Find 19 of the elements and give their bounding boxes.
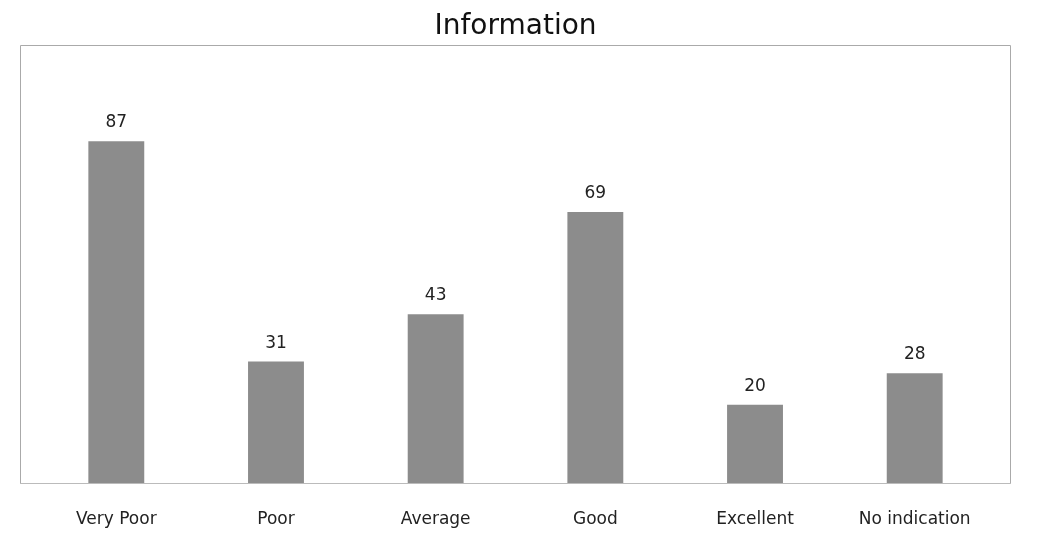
x-tick-label: Good [572, 507, 618, 528]
x-tick-label: Poor [257, 507, 295, 528]
data-label: 31 [265, 331, 287, 352]
x-tick-label: Excellent [716, 507, 795, 528]
bar [88, 141, 145, 484]
x-tick-label: Very Poor [75, 507, 157, 528]
data-label: 28 [903, 343, 926, 364]
bar [407, 314, 464, 484]
bar [248, 361, 304, 484]
chart-title: Information [434, 7, 597, 41]
data-label: 69 [584, 182, 607, 203]
data-label: 43 [424, 284, 447, 305]
data-label: 87 [105, 111, 128, 132]
bar [727, 404, 783, 484]
bar [567, 212, 624, 484]
x-tick-label: Average [400, 507, 471, 528]
bar [886, 373, 943, 484]
x-tick-label: No indication [858, 507, 971, 528]
data-label: 20 [744, 374, 766, 395]
